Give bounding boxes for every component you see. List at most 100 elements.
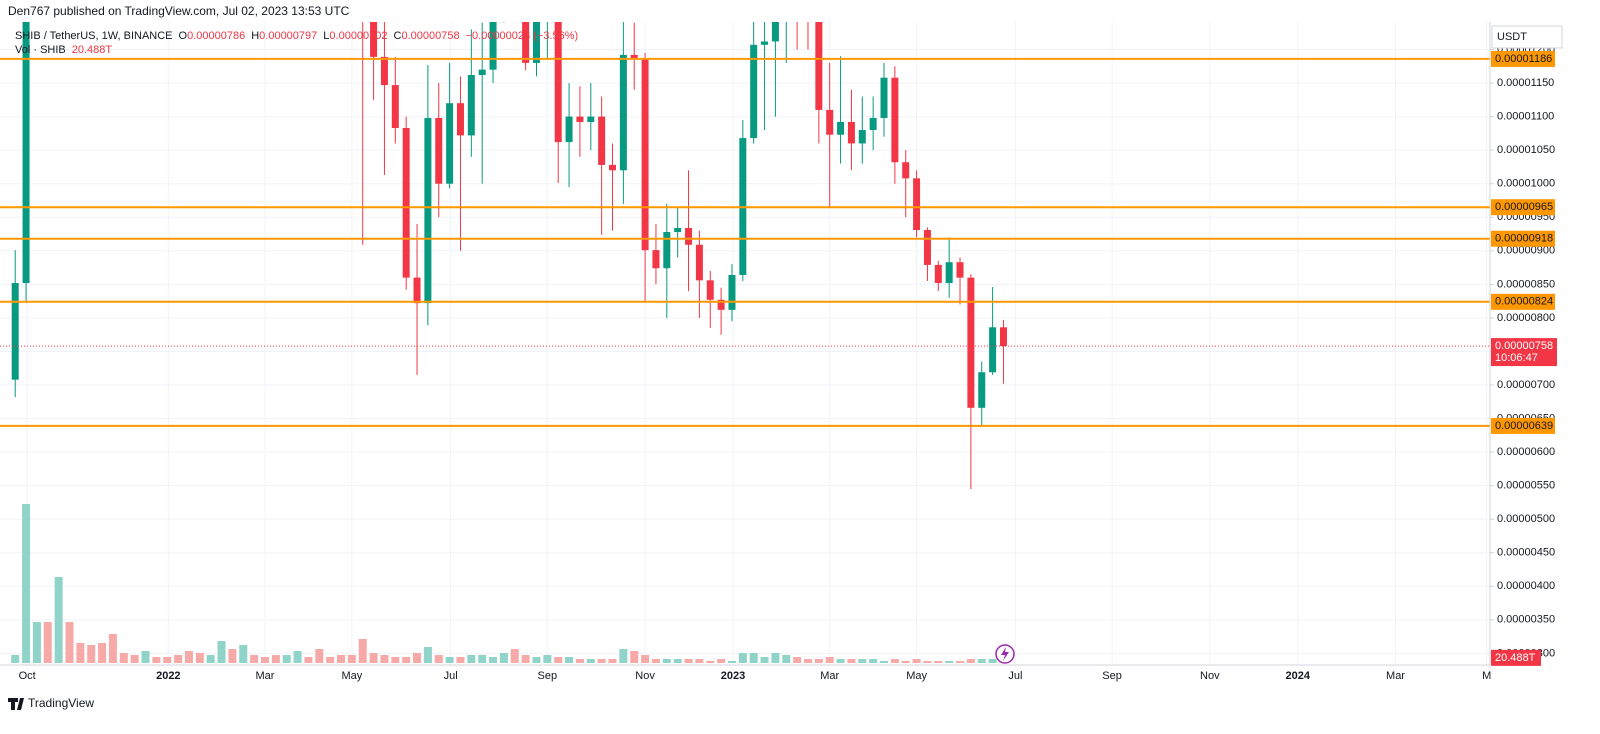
y-tick-label: 0.00001100 [1497,111,1554,123]
x-tick-label: Mar [256,670,275,682]
candle-body [576,116,584,122]
candle-body [706,280,714,300]
volume-bar [586,659,595,663]
y-tick-label: 0.00000900 [1497,245,1555,257]
volume-bar [456,657,465,663]
candle-body [532,22,540,63]
y-tick-label: 0.00000850 [1497,278,1555,290]
y-tick-label: 0.00001000 [1497,178,1555,190]
level-label: 0.00000918 [1495,233,1553,245]
volume-bar [434,655,443,663]
x-tick-label: May [906,670,927,682]
candle-body [478,69,486,76]
y-tick-label: 0.00000400 [1497,580,1555,592]
volume-bar [608,659,617,663]
currency: USDT [1497,31,1527,43]
candle-body [815,22,823,110]
candle-body [609,164,617,171]
candle-body [630,54,638,60]
x-tick-label: Sep [538,670,558,682]
legend-key: O [179,30,188,42]
volume-bar [271,655,280,663]
candle-body [956,262,964,278]
candle-body [380,56,388,86]
candle-body [598,116,606,165]
candle-body [695,244,703,281]
legend-key: C [394,30,402,42]
x-tick-label: M [1482,670,1491,682]
legend-key: L [323,30,329,42]
candle-body [989,327,997,373]
candle-body [728,274,736,310]
volume-bar [956,661,965,663]
logo [8,698,24,710]
level-label: 0.00001186 [1495,53,1552,65]
plot-area [0,22,1490,663]
volume-bar [760,657,769,663]
level-badge [1491,50,1555,67]
x-tick-label: 2024 [1286,670,1311,682]
legend-value: 0.00000797 [259,30,317,42]
volume-bar [423,647,432,663]
volume-bar [793,657,802,663]
volume-bar [347,655,356,663]
candle-body [413,277,421,304]
volume-bar [380,655,389,663]
volume-bar [22,504,31,663]
candle-body [370,22,378,57]
volume-bar [662,659,671,663]
volume-bar [565,657,574,663]
candle-body [554,22,562,143]
y-tick-label: 0.00000800 [1497,312,1555,324]
currency-box [1491,25,1563,49]
volume-bar [977,659,986,663]
volume-bar [445,657,454,663]
volume-bar [684,659,693,663]
volume-bar [771,653,780,663]
volume-bar [836,659,845,663]
price-badge [1491,338,1557,367]
volume-bar [945,661,954,663]
volume-bar [152,657,161,663]
candle-body [402,128,410,278]
volume-bar [901,661,910,663]
candle-body [456,103,464,136]
candle-body [771,22,779,42]
brand: TradingView [28,696,94,710]
candle-body [880,77,888,118]
volume-bar [315,649,324,663]
volume-bar [738,653,747,663]
volume-bar [673,659,682,663]
volume-badge-label: 20.488T [1495,652,1536,664]
volume-bar [195,653,204,663]
volume-bar [478,655,487,663]
y-tick-label: 0.00000500 [1497,513,1555,525]
candle-body [641,59,649,251]
x-tick-label: 2023 [721,670,745,682]
candle-body [945,262,953,284]
x-tick-label: Mar [820,670,839,682]
candle-body [663,232,671,269]
y-tick-label: 0.00001150 [1497,77,1554,89]
x-tick-label: Sep [1102,670,1122,682]
candle-body [685,227,693,245]
volume-bar [369,653,378,663]
level-badge [1491,417,1555,434]
candle-body [967,277,975,408]
volume-value: 20.488T [72,44,113,56]
volume-bar [934,661,943,663]
volume-bar [749,653,758,663]
volume-bar [890,659,899,663]
y-tick-label: 0.00000550 [1497,480,1555,492]
candle-body [652,250,660,269]
candle-body [424,117,432,304]
volume-bar [988,659,997,663]
volume-bar [467,655,476,663]
volume-bar [65,622,74,663]
y-tick-label: 0.00001050 [1497,144,1555,156]
volume-bar [641,655,650,663]
y-tick-label: 0.00000450 [1497,547,1555,559]
volume-bar [250,655,259,663]
